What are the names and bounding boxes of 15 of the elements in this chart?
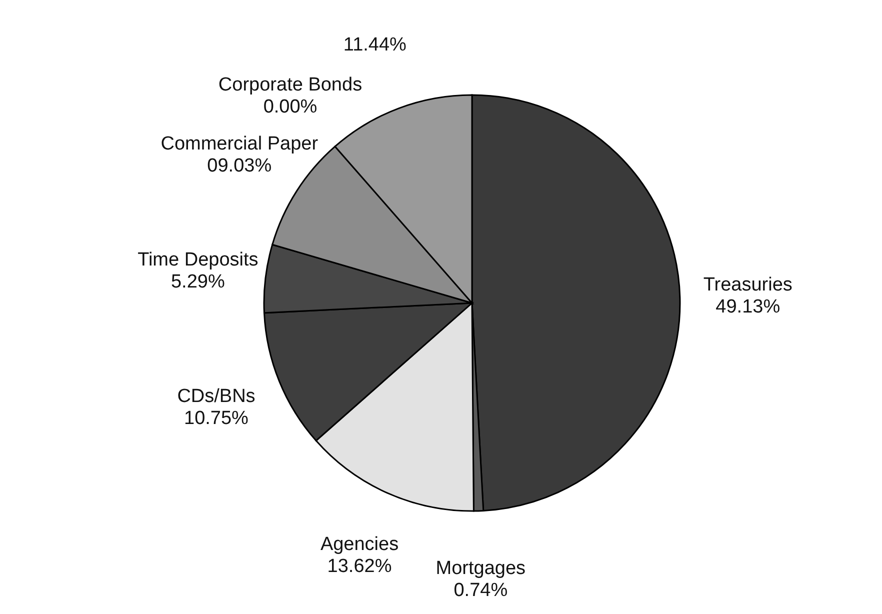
data-label: 49.13% — [716, 296, 780, 317]
data-label: 11.44% — [343, 34, 407, 56]
slice-label: Commercial Paper — [160, 132, 319, 154]
slice-label: Time Deposits — [138, 248, 258, 270]
data-label: 0.74% — [454, 579, 508, 600]
data-label: 5.29% — [170, 270, 225, 292]
slice-label: Treasuries — [703, 274, 792, 295]
slice-label: Agencies — [320, 534, 399, 555]
data-label: 13.62% — [327, 556, 392, 577]
slice-label: Mortgages — [436, 557, 526, 578]
text: 0.00% — [263, 96, 318, 117]
data-label: 09.03% — [207, 154, 272, 176]
slice-label: CDs/BNs — [177, 385, 256, 406]
data-label: 10.75% — [184, 407, 249, 428]
category-label: Corporate Bonds — [218, 74, 362, 95]
